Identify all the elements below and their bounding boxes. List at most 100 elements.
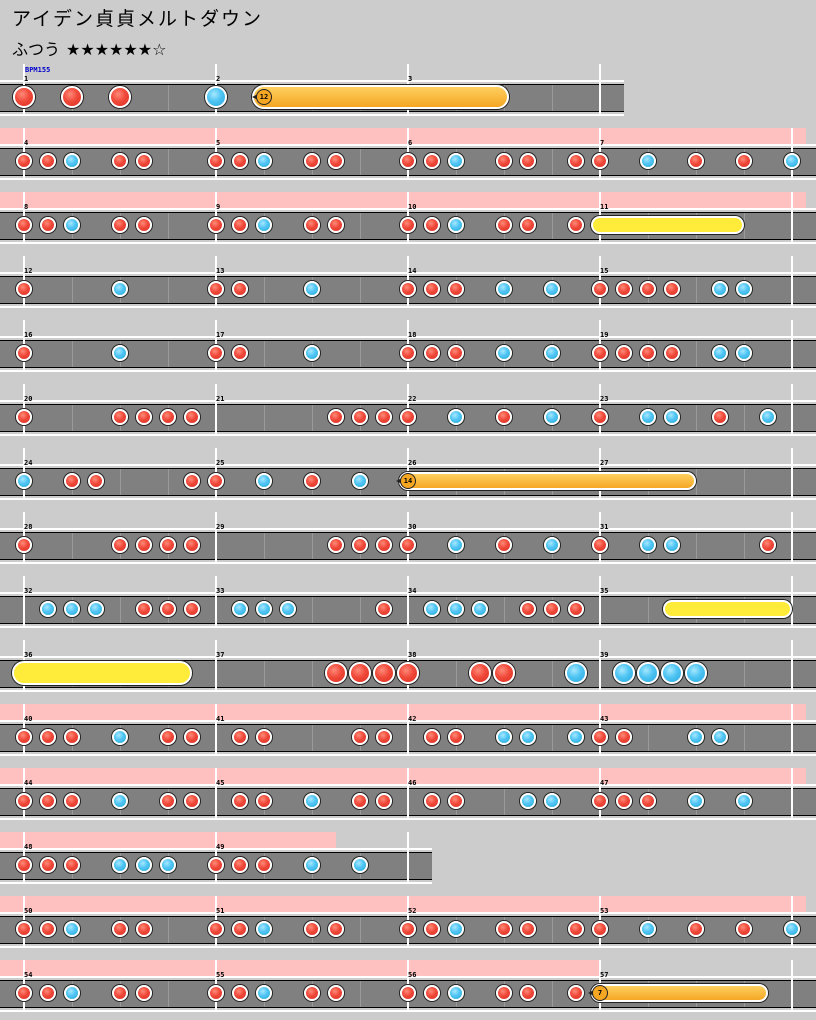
measure-line	[791, 384, 793, 436]
balloon-roll	[252, 85, 509, 109]
beat-line	[360, 597, 361, 623]
ka-note	[685, 662, 707, 684]
measure-number: 14	[408, 267, 417, 275]
measure-line	[215, 704, 217, 756]
beat-line	[360, 341, 361, 367]
don-note	[448, 793, 464, 809]
don-note	[376, 729, 392, 745]
beat-line	[168, 149, 169, 175]
don-note	[256, 729, 272, 745]
don-note	[736, 921, 752, 937]
don-note	[424, 217, 440, 233]
ka-note	[112, 793, 128, 809]
gogo-section	[0, 768, 807, 786]
don-note	[592, 345, 608, 361]
beat-line	[264, 661, 265, 687]
don-note	[64, 729, 80, 745]
don-note	[352, 729, 368, 745]
beat-line	[264, 405, 265, 431]
measure-line	[791, 704, 793, 756]
beat-line	[552, 981, 553, 1007]
don-note	[160, 409, 176, 425]
measure-line	[599, 64, 601, 116]
don-note	[448, 729, 464, 745]
don-note	[496, 409, 512, 425]
don-note	[16, 985, 32, 1001]
ka-note	[496, 729, 512, 745]
don-note	[304, 921, 320, 937]
don-note	[496, 537, 512, 553]
beat-line	[552, 149, 553, 175]
measure-number: 8	[24, 203, 29, 211]
ka-note	[112, 345, 128, 361]
drumroll	[663, 600, 792, 618]
lane-top-line	[0, 80, 624, 82]
measure-line	[407, 832, 409, 884]
measure-number: 11	[600, 203, 609, 211]
beat-line	[744, 213, 745, 239]
measure-line	[599, 640, 601, 692]
ka-note	[637, 662, 659, 684]
don-note	[400, 409, 416, 425]
don-note	[640, 281, 656, 297]
don-note	[376, 409, 392, 425]
beat-line	[744, 533, 745, 559]
don-note	[352, 793, 368, 809]
don-note	[232, 217, 248, 233]
chart-row: 8 9 10 11	[0, 192, 816, 252]
don-note	[208, 281, 224, 297]
bpm-label: BPM155	[25, 66, 51, 74]
ka-note	[232, 601, 248, 617]
ka-note	[544, 281, 560, 297]
beat-line	[696, 341, 697, 367]
ka-note	[304, 345, 320, 361]
ka-note	[448, 409, 464, 425]
don-note	[16, 153, 32, 169]
don-note	[112, 921, 128, 937]
measure-line	[215, 576, 217, 628]
don-note	[400, 985, 416, 1001]
don-note	[664, 281, 680, 297]
ka-note	[304, 281, 320, 297]
measure-number: 16	[24, 331, 33, 339]
ka-note	[712, 281, 728, 297]
measure-number: 2	[216, 75, 221, 83]
measure-number: 10	[408, 203, 417, 211]
don-note	[304, 153, 320, 169]
don-note	[616, 793, 632, 809]
don-note	[112, 985, 128, 1001]
measure-number: 17	[216, 331, 225, 339]
beat-line	[72, 405, 73, 431]
ka-note	[112, 857, 128, 873]
beat-line	[744, 725, 745, 751]
don-note	[184, 729, 200, 745]
ka-note	[640, 921, 656, 937]
balloon-tip	[396, 478, 402, 484]
balloon-roll	[591, 984, 768, 1002]
don-note	[592, 921, 608, 937]
ka-note	[640, 537, 656, 553]
beat-line	[168, 469, 169, 495]
don-note	[373, 662, 395, 684]
don-note	[424, 985, 440, 1001]
ka-note	[664, 409, 680, 425]
measure-line	[791, 640, 793, 692]
don-note	[400, 217, 416, 233]
ka-note	[496, 345, 512, 361]
don-note	[136, 601, 152, 617]
don-note	[397, 662, 419, 684]
don-note	[208, 985, 224, 1001]
ka-note	[544, 793, 560, 809]
beat-line	[360, 981, 361, 1007]
beat-line	[72, 341, 73, 367]
don-note	[736, 153, 752, 169]
beat-line	[168, 341, 169, 367]
ka-note	[712, 345, 728, 361]
don-note	[448, 281, 464, 297]
measure-line	[791, 960, 793, 1012]
don-note	[40, 793, 56, 809]
don-note	[232, 281, 248, 297]
measure-number: 52	[408, 907, 417, 915]
don-note	[304, 217, 320, 233]
don-note	[232, 921, 248, 937]
